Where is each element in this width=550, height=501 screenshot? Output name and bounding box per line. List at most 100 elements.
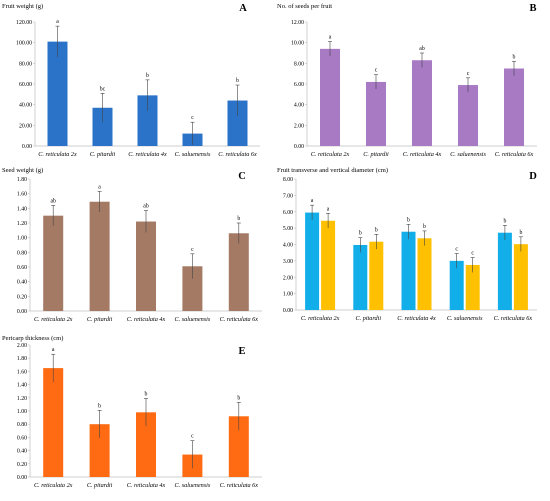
y-tick-label: 0.20 xyxy=(17,462,27,468)
bar xyxy=(228,233,249,311)
y-tick-label: 6.00 xyxy=(283,210,293,216)
x-category-label: C. reticulata 4x xyxy=(127,482,166,489)
x-category-label: C. pitardii xyxy=(90,151,116,158)
significance-letter: a xyxy=(329,35,332,41)
y-tick-label: 12.00 xyxy=(291,20,304,26)
significance-letter: a xyxy=(327,206,330,212)
panel-label: E xyxy=(238,346,245,357)
significance-letter: a xyxy=(52,347,55,353)
y-tick-label: 1.20 xyxy=(17,396,27,402)
y-tick-label: 4.00 xyxy=(294,103,304,109)
significance-letter: b xyxy=(423,224,426,230)
bar xyxy=(369,241,384,310)
panel-label: D xyxy=(529,171,537,182)
y-tick-label: 8.00 xyxy=(294,61,304,67)
x-category-label: C. reticulata 2x xyxy=(34,482,73,489)
panel-label: C xyxy=(238,171,246,182)
bar xyxy=(458,85,478,146)
bar xyxy=(449,260,464,310)
bar xyxy=(412,60,432,146)
significance-letter: ab xyxy=(143,204,149,210)
y-tick-label: 100.00 xyxy=(16,41,32,47)
y-tick-label: 1.20 xyxy=(17,221,27,227)
significance-letter: b xyxy=(375,227,378,233)
y-tick-label: 1.40 xyxy=(17,206,27,212)
chart-svg-a: Fruit weight (g) A 0.00 20.00 40.00 60.00 80.0… xyxy=(2,3,260,158)
bar xyxy=(137,95,158,146)
y-tick-label: 1.00 xyxy=(17,236,27,242)
significance-letter: c xyxy=(467,71,470,77)
x-category-label: C. pitardii xyxy=(87,316,113,323)
x-category-label: C. pitardii xyxy=(356,315,382,322)
x-category-label: C. pitardii xyxy=(87,482,113,489)
y-tick-label: 60.00 xyxy=(19,82,32,88)
significance-letter: c xyxy=(375,68,378,74)
x-category-label: C. reticulata 6x xyxy=(220,316,259,323)
significance-letter: b xyxy=(145,391,148,397)
bar xyxy=(136,412,156,477)
x-category-label: C. reticulata 6x xyxy=(495,151,534,158)
bar xyxy=(182,266,203,311)
significance-letter: b xyxy=(359,231,362,237)
x-category-label: C. reticulata 4x xyxy=(397,315,436,322)
bar xyxy=(320,48,340,146)
y-tick-label: 1.00 xyxy=(17,409,27,415)
bar xyxy=(227,100,248,146)
panel-label: A xyxy=(239,3,247,14)
significance-letter: a xyxy=(98,184,101,190)
y-tick-label: 0.00 xyxy=(17,475,27,481)
bar xyxy=(366,81,386,146)
bar xyxy=(353,244,368,310)
significance-letter: b xyxy=(237,395,240,401)
x-category-label: C. reticulata 4x xyxy=(128,151,167,158)
y-tick-label: 2.00 xyxy=(294,123,304,129)
y-axis-title: Pericarp thickness (cm) xyxy=(2,335,63,342)
y-tick-label: 1.00 xyxy=(283,292,293,298)
y-axis-title: Fruit transverse and vertical diameter (… xyxy=(277,167,388,174)
y-tick-label: 4.00 xyxy=(283,243,293,249)
x-category-label: C. reticulata 2x xyxy=(34,316,73,323)
y-tick-label: 0.00 xyxy=(283,308,293,314)
bar xyxy=(47,41,68,147)
significance-letter: c xyxy=(191,434,194,440)
chart-svg-c: Seed weight (g) C 0.00 0.20 0.40 0.60 0.80 1.00… xyxy=(2,167,262,323)
y-tick-label: 120.00 xyxy=(16,20,32,26)
x-category-label: C. saluenensis xyxy=(450,151,486,158)
chart-panel-c: Seed weight (g) C 0.00 0.20 0.40 0.60 0.80 1.00… xyxy=(0,167,275,336)
y-axis-title: Seed weight (g) xyxy=(2,167,43,174)
significance-letter: a xyxy=(56,19,59,25)
chart-panel-a: Fruit weight (g) A 0.00 20.00 40.00 60.00 80.0… xyxy=(0,0,275,168)
bar xyxy=(43,215,64,311)
y-tick-label: 0.00 xyxy=(22,144,32,150)
y-tick-label: 2.00 xyxy=(283,275,293,281)
y-tick-label: 0.60 xyxy=(17,265,27,271)
y-tick-label: 80.00 xyxy=(19,61,32,67)
y-tick-label: 1.60 xyxy=(17,369,27,375)
x-category-label: C. reticulata 2x xyxy=(311,151,350,158)
x-category-label: C. reticulata 6x xyxy=(494,315,533,322)
x-category-label: C. reticulata 4x xyxy=(403,151,442,158)
significance-letter: a xyxy=(311,198,314,204)
bar xyxy=(228,416,249,477)
y-tick-label: 2.00 xyxy=(17,343,27,349)
chart-svg-e: Pericarp thickness (cm) E 0.00 0.20 0.40 0.60… xyxy=(2,335,262,489)
chart-panel-b: No. of seeds per fruit B 0.00 2.00 4.00 6.00 8… xyxy=(275,0,550,168)
significance-letter: c xyxy=(471,251,474,257)
significance-letter: c xyxy=(191,115,194,121)
y-tick-label: 0.40 xyxy=(17,280,27,286)
bar xyxy=(136,221,156,311)
significance-letter: bc xyxy=(100,86,106,92)
y-tick-label: 6.00 xyxy=(294,82,304,88)
y-tick-label: 0.80 xyxy=(17,250,27,256)
x-category-label: C. reticulata 6x xyxy=(220,482,259,489)
significance-letter: ab xyxy=(419,46,425,52)
x-category-label: C. reticulata 2x xyxy=(38,151,77,158)
y-tick-label: 0.40 xyxy=(17,449,27,455)
bar xyxy=(305,212,320,310)
significance-letter: c xyxy=(455,247,458,253)
y-tick-label: 0.80 xyxy=(17,422,27,428)
panel-label: B xyxy=(529,3,536,14)
y-axis-title: No. of seeds per fruit xyxy=(277,3,332,10)
bar xyxy=(92,107,113,146)
bar xyxy=(401,231,416,310)
